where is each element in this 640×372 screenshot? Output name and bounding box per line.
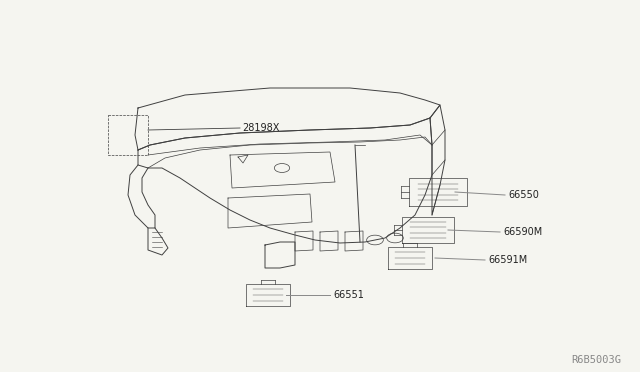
- Text: 66591M: 66591M: [488, 255, 527, 265]
- Text: 28198X: 28198X: [242, 123, 280, 133]
- Text: 66551: 66551: [333, 290, 364, 300]
- Text: 66590M: 66590M: [503, 227, 542, 237]
- Text: 66550: 66550: [508, 190, 539, 200]
- Text: R6B5003G: R6B5003G: [571, 355, 621, 365]
